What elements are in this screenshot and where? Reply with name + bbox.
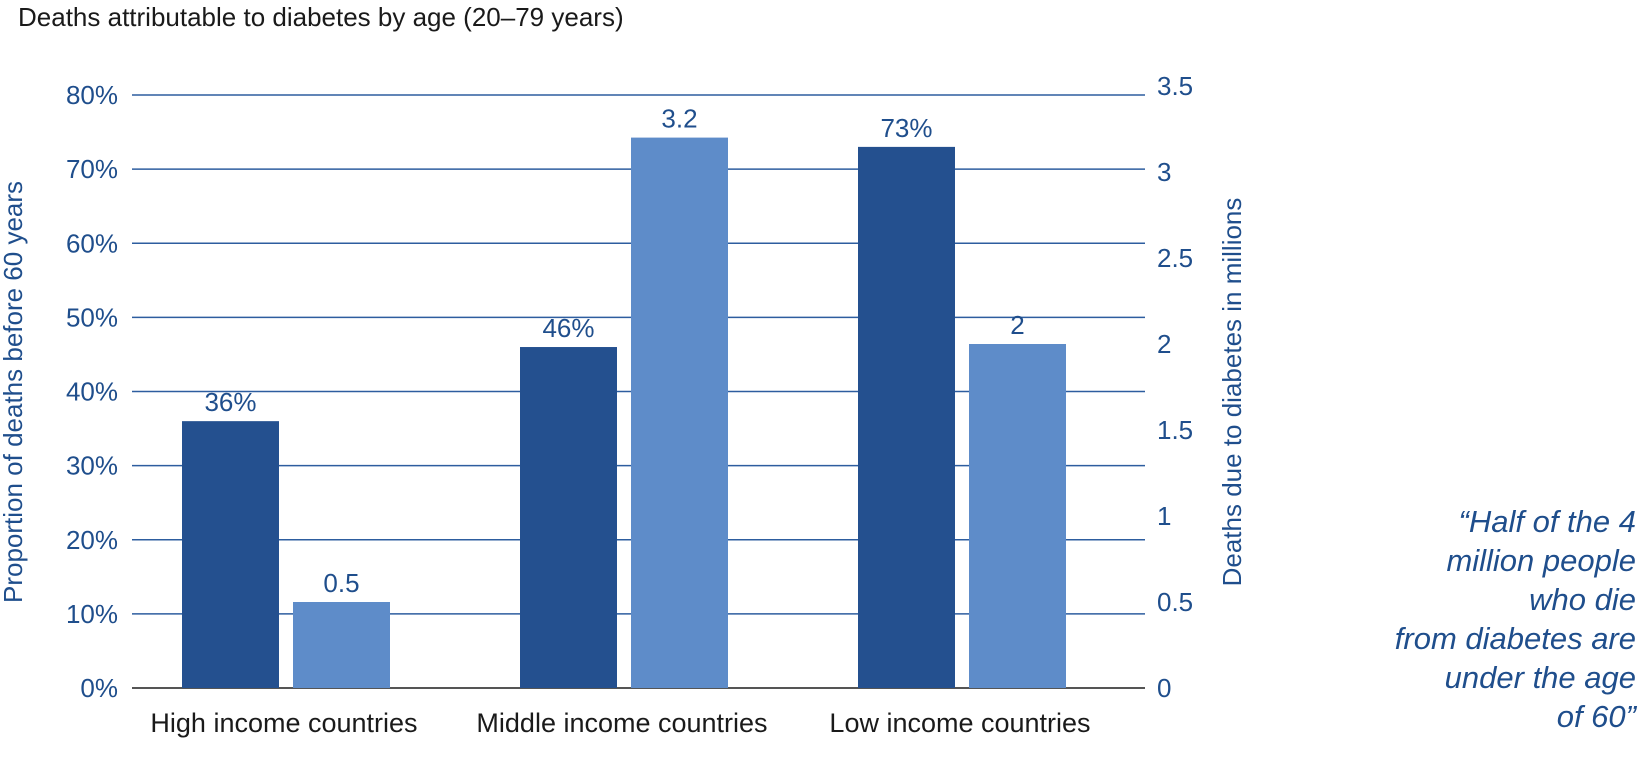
data-label: 2 — [1010, 310, 1024, 340]
quote-line: of 60” — [1556, 699, 1636, 734]
bar-deaths — [293, 602, 390, 688]
y2-tick-label: 1.5 — [1157, 415, 1193, 445]
quote-line: under the age — [1444, 660, 1636, 695]
y-axis-label: Proportion of deaths before 60 years — [0, 181, 28, 603]
bar-deaths — [969, 344, 1066, 688]
bar-deaths — [631, 137, 728, 689]
bar-proportion — [520, 347, 617, 688]
category-labels: High income countries Middle income count… — [150, 708, 1090, 738]
y2-tick-label: 3.5 — [1157, 71, 1193, 101]
bar-proportion — [858, 146, 955, 688]
y-tick-label: 10% — [66, 599, 118, 629]
y-tick-label: 70% — [66, 154, 118, 184]
y2-tick-label: 2.5 — [1157, 243, 1193, 273]
data-label: 3.2 — [661, 104, 697, 134]
y-tick-label: 60% — [66, 228, 118, 258]
chart-title: Deaths attributable to diabetes by age (… — [18, 2, 624, 32]
left-axis-ticks: 0% 10% 20% 30% 40% 50% 60% 70% 80% — [66, 80, 118, 703]
x-tick-label: Low income countries — [829, 708, 1090, 738]
x-tick-label: High income countries — [150, 708, 417, 738]
y-tick-label: 0% — [80, 673, 118, 703]
quote-annotation: “Half of the 4 million people who die fr… — [1336, 502, 1636, 736]
y2-tick-label: 0 — [1157, 673, 1171, 703]
y2-tick-label: 0.5 — [1157, 587, 1193, 617]
y-tick-label: 50% — [66, 302, 118, 332]
y-tick-label: 20% — [66, 525, 118, 555]
data-labels: 36% 0.5 46% 3.2 73% 2 — [204, 104, 1024, 598]
y-tick-label: 30% — [66, 451, 118, 481]
y2-tick-label: 3 — [1157, 157, 1171, 187]
quote-line: million people — [1446, 543, 1636, 578]
data-label: 46% — [542, 313, 594, 343]
data-label: 0.5 — [323, 568, 359, 598]
data-label: 36% — [204, 387, 256, 417]
bar-proportion — [182, 421, 279, 688]
y-tick-label: 40% — [66, 377, 118, 407]
y2-axis-label: Deaths due to diabetes in millions — [1217, 198, 1247, 587]
y2-tick-label: 1 — [1157, 501, 1171, 531]
y-tick-label: 80% — [66, 80, 118, 110]
quote-line: “Half of the 4 — [1458, 504, 1636, 539]
quote-line: from diabetes are — [1394, 621, 1636, 656]
x-tick-label: Middle income countries — [476, 708, 767, 738]
y2-tick-label: 2 — [1157, 329, 1171, 359]
data-label: 73% — [880, 113, 932, 143]
right-axis-ticks: 0 0.5 1 1.5 2 2.5 3 3.5 — [1157, 71, 1193, 703]
quote-line: who die — [1529, 582, 1636, 617]
bars — [182, 137, 1066, 689]
